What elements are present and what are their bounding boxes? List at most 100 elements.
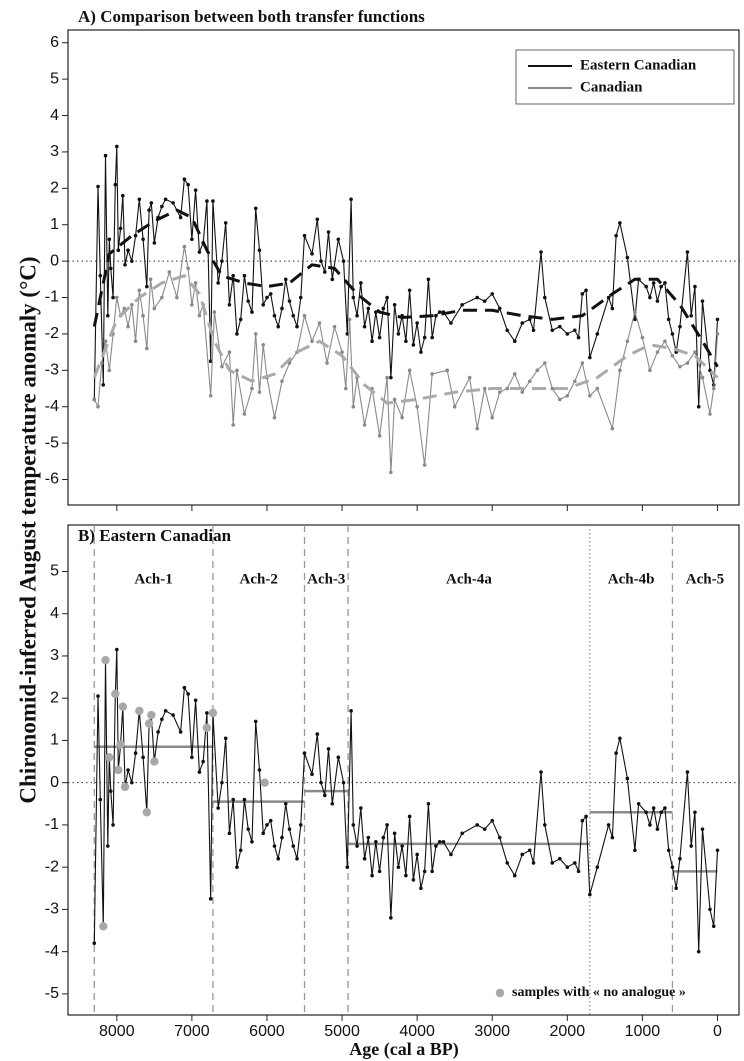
- data-point: [663, 281, 667, 285]
- data-point: [685, 361, 690, 365]
- data-point: [674, 886, 678, 891]
- data-point: [542, 823, 547, 827]
- data-point: [715, 848, 720, 853]
- data-point: [147, 208, 151, 212]
- data-point: [565, 865, 570, 869]
- data-point: [584, 288, 588, 293]
- data-point: [280, 835, 284, 840]
- data-point: [580, 361, 585, 365]
- data-point: [606, 823, 611, 827]
- data-point: [663, 339, 667, 344]
- data-point: [689, 313, 693, 318]
- data-point: [345, 865, 350, 869]
- data-point: [663, 806, 667, 810]
- data-point: [123, 262, 127, 267]
- data-point: [595, 386, 600, 391]
- data-point: [250, 840, 254, 844]
- data-point: [557, 856, 562, 861]
- y-tick-label: -6: [45, 471, 59, 488]
- data-point: [711, 924, 716, 929]
- data-point: [261, 831, 266, 836]
- data-point: [208, 394, 213, 398]
- data-point: [445, 368, 449, 373]
- data-point: [490, 818, 495, 823]
- data-point: [655, 299, 660, 303]
- data-point: [400, 415, 404, 420]
- data-point: [430, 372, 434, 376]
- data-point: [265, 295, 269, 300]
- data-point: [322, 270, 327, 274]
- data-point: [512, 873, 517, 878]
- x-tick-label: 8000: [99, 1023, 135, 1040]
- x-tick-label: 3000: [474, 1023, 510, 1040]
- no-analogue-point: [114, 765, 123, 775]
- data-point: [422, 335, 427, 340]
- data-point: [651, 281, 656, 285]
- no-analogue-point: [144, 719, 154, 728]
- data-point: [212, 310, 217, 314]
- data-point: [377, 434, 382, 438]
- data-point: [347, 317, 352, 322]
- data-point: [584, 814, 588, 819]
- no-analogue-point: [99, 922, 108, 931]
- data-point: [152, 306, 157, 311]
- data-point: [107, 368, 112, 373]
- data-point: [310, 339, 314, 344]
- data-point: [655, 827, 660, 831]
- data-point: [344, 386, 348, 391]
- data-point: [118, 226, 123, 231]
- data-point: [341, 259, 346, 263]
- data-point: [193, 188, 198, 192]
- data-point: [576, 335, 581, 340]
- data-point: [126, 324, 130, 329]
- data-point: [178, 730, 183, 734]
- data-point: [325, 361, 329, 365]
- data-point: [550, 861, 555, 865]
- y-tick-label: -5: [45, 434, 59, 451]
- data-point: [505, 328, 510, 333]
- data-point: [253, 206, 258, 211]
- y-tick-label: 2: [50, 180, 59, 197]
- data-point: [242, 273, 247, 278]
- data-point: [576, 869, 581, 874]
- data-point: [362, 423, 367, 427]
- data-point: [98, 273, 103, 278]
- data-point: [115, 647, 119, 652]
- data-point: [246, 299, 251, 303]
- y-tick-label: -2: [45, 325, 59, 342]
- data-point: [227, 303, 232, 307]
- data-point: [389, 470, 393, 475]
- data-point: [283, 277, 288, 282]
- data-point: [341, 780, 346, 785]
- data-point: [197, 770, 202, 774]
- data-point: [520, 852, 525, 857]
- data-point: [133, 751, 138, 755]
- data-point: [377, 335, 382, 340]
- data-point: [231, 273, 235, 278]
- data-point: [351, 404, 356, 409]
- data-point: [238, 848, 243, 853]
- data-point: [141, 313, 145, 318]
- data-point: [103, 339, 108, 344]
- data-point: [370, 339, 374, 344]
- data-point: [422, 463, 427, 467]
- data-point: [430, 335, 434, 340]
- y-tick-label: 4: [50, 107, 59, 124]
- data-point: [193, 698, 198, 703]
- data-point: [557, 397, 562, 402]
- y-tick-label: -3: [45, 362, 59, 379]
- data-point: [573, 328, 577, 333]
- data-point: [115, 144, 119, 149]
- data-point: [261, 343, 266, 347]
- data-point: [396, 865, 401, 869]
- data-point: [666, 317, 671, 322]
- no-analogue-point: [135, 706, 144, 716]
- data-point: [385, 823, 389, 827]
- data-point: [208, 897, 213, 901]
- data-point: [242, 797, 247, 802]
- data-point: [550, 328, 555, 333]
- data-point: [610, 306, 615, 311]
- y-tick-label: 0: [50, 252, 59, 269]
- data-point: [298, 295, 303, 300]
- data-point: [449, 321, 453, 325]
